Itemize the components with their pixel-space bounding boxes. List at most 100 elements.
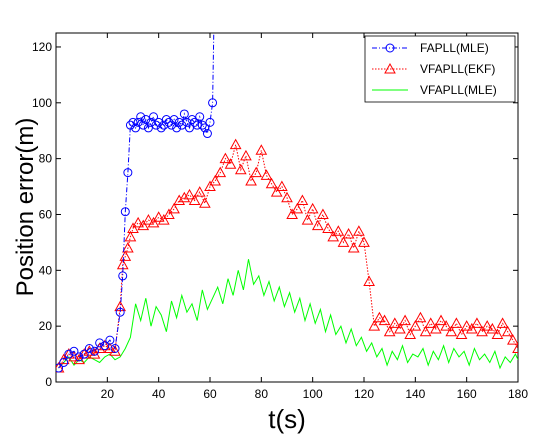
data-point <box>115 307 125 317</box>
data-point <box>136 112 146 122</box>
data-point <box>56 363 64 373</box>
data-point <box>143 123 153 133</box>
data-point <box>347 241 360 253</box>
data-point <box>327 230 340 242</box>
data-point <box>137 219 150 231</box>
data-point <box>64 349 74 359</box>
data-point <box>440 320 452 331</box>
data-point <box>281 191 293 203</box>
data-point <box>476 325 488 337</box>
data-point <box>301 214 314 225</box>
data-point <box>147 216 160 228</box>
data-point <box>104 342 116 353</box>
x-tick-label: 100 <box>303 387 323 401</box>
legend-label: FAPLL(MLE) <box>420 41 489 55</box>
data-point <box>132 216 144 228</box>
x-tick-label: 180 <box>508 387 528 401</box>
data-point <box>208 98 218 108</box>
data-point <box>383 325 396 337</box>
data-point <box>240 149 252 161</box>
data-point <box>183 188 196 200</box>
data-point <box>131 123 141 133</box>
series-line <box>58 259 518 370</box>
data-point <box>157 214 170 225</box>
data-point <box>118 271 128 281</box>
data-point <box>149 112 159 122</box>
data-point <box>119 250 132 261</box>
data-point <box>358 236 370 247</box>
data-point <box>296 194 309 206</box>
data-point <box>202 129 212 139</box>
data-point <box>109 345 121 356</box>
data-point <box>424 317 437 328</box>
x-tick-label: 160 <box>457 387 477 401</box>
series-FAPLL(MLE) <box>56 33 218 373</box>
series-VFAPLL(MLE) <box>58 259 518 370</box>
data-point <box>59 357 69 367</box>
data-point <box>409 320 422 331</box>
data-point <box>154 117 164 127</box>
data-point <box>184 123 194 133</box>
data-point <box>209 174 221 186</box>
data-point <box>120 207 130 217</box>
data-point <box>342 227 355 239</box>
legend-label: VFAPLL(MLE) <box>420 83 497 97</box>
data-point <box>214 166 227 178</box>
data-point <box>430 322 442 334</box>
legend: FAPLL(MLE) VFAPLL(EKF) VFAPLL(MLE) <box>364 35 516 103</box>
data-point <box>491 328 504 340</box>
data-point <box>179 109 189 119</box>
data-point <box>156 123 166 133</box>
data-point <box>394 322 406 334</box>
y-tick-label: 40 <box>39 263 53 277</box>
y-tick-label: 80 <box>39 152 53 166</box>
data-point <box>68 350 80 362</box>
data-point <box>291 202 304 214</box>
data-point <box>133 117 143 127</box>
data-point <box>445 325 458 337</box>
data-point <box>260 169 273 180</box>
data-point <box>163 208 175 219</box>
series-layer <box>56 33 518 373</box>
data-point <box>368 320 381 331</box>
data-point <box>317 208 329 219</box>
data-point <box>204 180 216 192</box>
data-point <box>465 322 478 334</box>
y-tick-label: 60 <box>39 207 53 221</box>
x-tick-label: 20 <box>101 387 115 401</box>
y-axis-label: Position error(m) <box>12 118 39 297</box>
data-point <box>168 202 180 214</box>
data-point <box>124 230 137 242</box>
data-point <box>404 328 417 340</box>
data-point <box>79 349 89 359</box>
data-point <box>88 348 101 359</box>
data-point <box>177 120 187 130</box>
data-point <box>173 194 186 206</box>
data-point <box>337 236 350 247</box>
y-tick-label: 0 <box>45 375 52 389</box>
data-point <box>306 202 319 214</box>
x-tick-label: 60 <box>203 387 217 401</box>
data-point <box>205 117 215 127</box>
tick-label-layer: 20 40 60 80 100 120 140 160 180 0 20 40 60 80 100 120 <box>32 40 528 401</box>
data-point <box>234 163 247 175</box>
data-point <box>486 322 499 334</box>
data-point <box>187 115 197 125</box>
legend-label: VFAPLL(EKF) <box>420 62 495 76</box>
data-point <box>455 328 468 340</box>
data-point <box>100 341 110 351</box>
data-point <box>435 314 447 326</box>
data-point <box>164 117 174 127</box>
data-point <box>286 208 298 219</box>
data-point <box>332 225 345 236</box>
data-point <box>219 152 232 164</box>
y-tick-label: 100 <box>32 96 52 110</box>
data-point <box>507 334 518 345</box>
data-point <box>167 120 176 130</box>
x-tick-label: 40 <box>152 387 166 401</box>
data-point <box>229 138 242 150</box>
data-point <box>84 343 94 353</box>
data-point <box>450 317 463 328</box>
data-point <box>501 325 514 337</box>
